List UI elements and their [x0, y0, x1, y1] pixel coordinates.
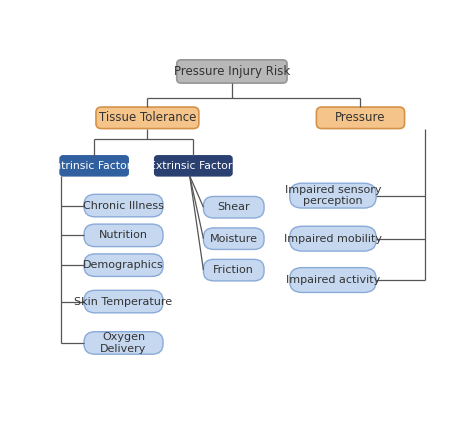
FancyBboxPatch shape [177, 60, 287, 83]
FancyBboxPatch shape [84, 254, 163, 276]
FancyBboxPatch shape [155, 156, 232, 176]
Text: Shear: Shear [218, 202, 250, 212]
Text: Chronic Illness: Chronic Illness [83, 200, 164, 211]
FancyBboxPatch shape [60, 156, 128, 176]
FancyBboxPatch shape [203, 228, 264, 249]
Text: Tissue Tolerance: Tissue Tolerance [99, 111, 196, 124]
Text: Moisture: Moisture [210, 233, 258, 244]
FancyBboxPatch shape [316, 107, 405, 129]
Text: Oxygen
Delivery: Oxygen Delivery [100, 332, 147, 354]
Text: Impaired mobility: Impaired mobility [284, 233, 382, 244]
FancyBboxPatch shape [84, 290, 163, 313]
Text: Impaired sensory
perception: Impaired sensory perception [285, 185, 381, 206]
Text: Intrinsic Factors: Intrinsic Factors [51, 161, 137, 171]
Text: Demographics: Demographics [83, 260, 164, 270]
Text: Nutrition: Nutrition [99, 230, 148, 240]
FancyBboxPatch shape [84, 332, 163, 354]
Text: Skin Temperature: Skin Temperature [74, 297, 173, 307]
FancyBboxPatch shape [290, 183, 376, 208]
Text: Pressure Injury Risk: Pressure Injury Risk [174, 65, 290, 78]
FancyBboxPatch shape [84, 224, 163, 247]
FancyBboxPatch shape [96, 107, 199, 129]
FancyBboxPatch shape [84, 194, 163, 217]
Text: Friction: Friction [213, 265, 254, 275]
FancyBboxPatch shape [290, 226, 376, 251]
FancyBboxPatch shape [203, 197, 264, 218]
Text: Extrinsic Factors: Extrinsic Factors [149, 161, 238, 171]
FancyBboxPatch shape [290, 267, 376, 292]
FancyBboxPatch shape [203, 259, 264, 281]
Text: Impaired activity: Impaired activity [286, 275, 380, 285]
Text: Pressure: Pressure [335, 111, 386, 124]
